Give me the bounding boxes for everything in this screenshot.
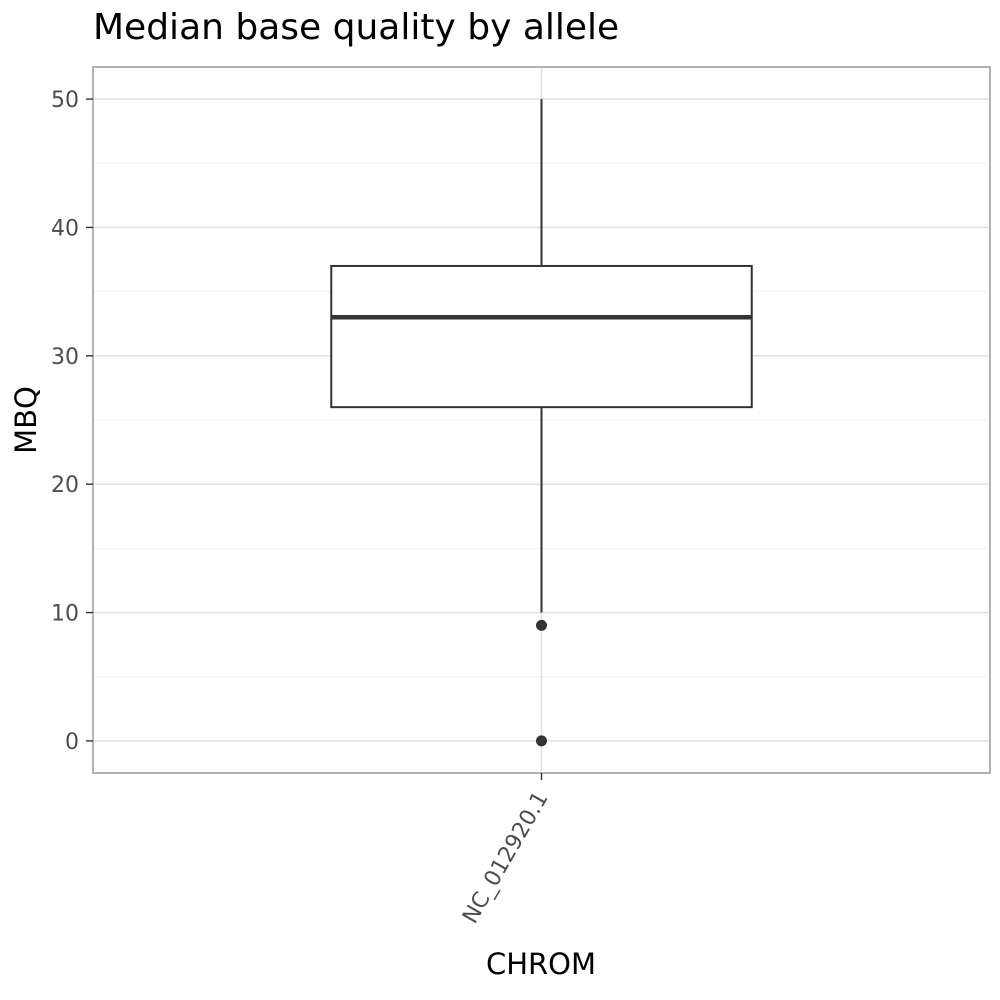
y-tick-label: 40 bbox=[51, 216, 79, 241]
y-tick-label: 30 bbox=[51, 345, 79, 370]
x-axis-title: CHROM bbox=[486, 947, 596, 981]
box-NC_012920.1 bbox=[330, 99, 753, 747]
box-iqr bbox=[330, 264, 753, 409]
outlier-point bbox=[536, 735, 547, 747]
x-axis-ticks: NC_012920.1 bbox=[458, 773, 554, 928]
box-plot-layer bbox=[330, 99, 753, 747]
y-tick-label: 20 bbox=[51, 473, 79, 498]
x-tick-label: NC_012920.1 bbox=[458, 788, 554, 928]
chart-title: Median base quality by allele bbox=[93, 7, 619, 48]
outlier-point bbox=[536, 619, 547, 631]
y-tick-label: 10 bbox=[51, 602, 79, 627]
y-tick-label: 50 bbox=[51, 88, 79, 113]
y-axis-ticks: 0 10 20 30 40 50 bbox=[51, 88, 93, 755]
y-axis-title: MBQ bbox=[9, 386, 43, 454]
y-tick-label: 0 bbox=[65, 730, 79, 755]
